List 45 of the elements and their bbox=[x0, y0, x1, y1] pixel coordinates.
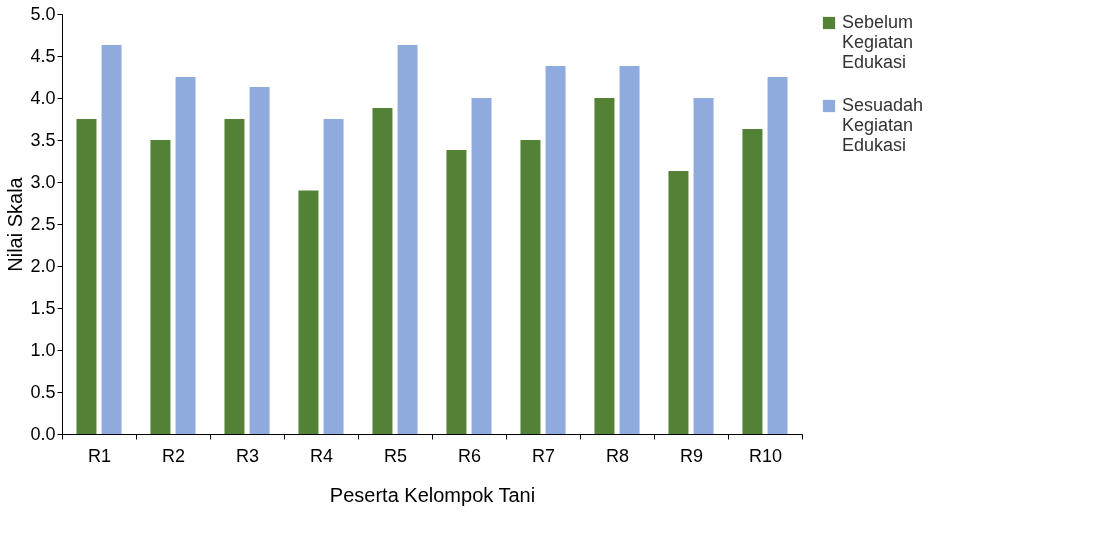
bar bbox=[101, 45, 122, 434]
y-tick-label: 3.5 bbox=[30, 129, 56, 150]
bar bbox=[520, 140, 541, 434]
x-tick-label: R1 bbox=[87, 445, 112, 466]
bar bbox=[742, 129, 763, 434]
bar bbox=[298, 190, 319, 434]
bar bbox=[249, 87, 270, 434]
bar bbox=[397, 45, 418, 434]
y-tick-label: 3.0 bbox=[30, 171, 56, 192]
bar bbox=[224, 119, 245, 434]
bar bbox=[372, 108, 393, 434]
x-tick-label: R6 bbox=[457, 445, 482, 466]
bar bbox=[693, 98, 714, 434]
y-tick-label: 4.0 bbox=[30, 87, 56, 108]
x-tick-label: R4 bbox=[309, 445, 334, 466]
x-tick-label: R7 bbox=[531, 445, 556, 466]
y-tick-label: 1.5 bbox=[30, 297, 56, 318]
y-tick-label: 0.5 bbox=[30, 381, 56, 402]
x-tick-label: R10 bbox=[748, 445, 783, 466]
y-axis-title: Nilai Skala bbox=[4, 176, 27, 272]
y-tick-label: 0.0 bbox=[30, 423, 56, 444]
y-tick-label: 1.0 bbox=[30, 339, 56, 360]
y-tick-label: 2.0 bbox=[30, 255, 56, 276]
x-tick-label: R5 bbox=[383, 445, 408, 466]
bar bbox=[175, 77, 196, 434]
bar bbox=[323, 119, 344, 434]
legend-label: Sesuadah Kegiatan Edukasi bbox=[842, 95, 924, 155]
bar bbox=[446, 150, 467, 434]
bar bbox=[594, 98, 615, 434]
bar bbox=[150, 140, 171, 434]
legend-label: Sebelum Kegiatan Edukasi bbox=[842, 12, 914, 72]
x-tick-label: R3 bbox=[235, 445, 260, 466]
bar bbox=[767, 77, 788, 434]
bar bbox=[471, 98, 492, 434]
y-tick-label: 5.0 bbox=[30, 3, 56, 24]
y-tick-label: 2.5 bbox=[30, 213, 56, 234]
x-tick-label: R9 bbox=[679, 445, 704, 466]
bar bbox=[668, 171, 689, 434]
y-tick-label: 4.5 bbox=[30, 45, 56, 66]
x-tick-label: R8 bbox=[605, 445, 630, 466]
bar bbox=[76, 119, 97, 434]
x-tick-label: R2 bbox=[161, 445, 186, 466]
x-axis-title: Peserta Kelompok Tani bbox=[329, 483, 536, 506]
bar bbox=[545, 66, 566, 434]
bar bbox=[619, 66, 640, 434]
